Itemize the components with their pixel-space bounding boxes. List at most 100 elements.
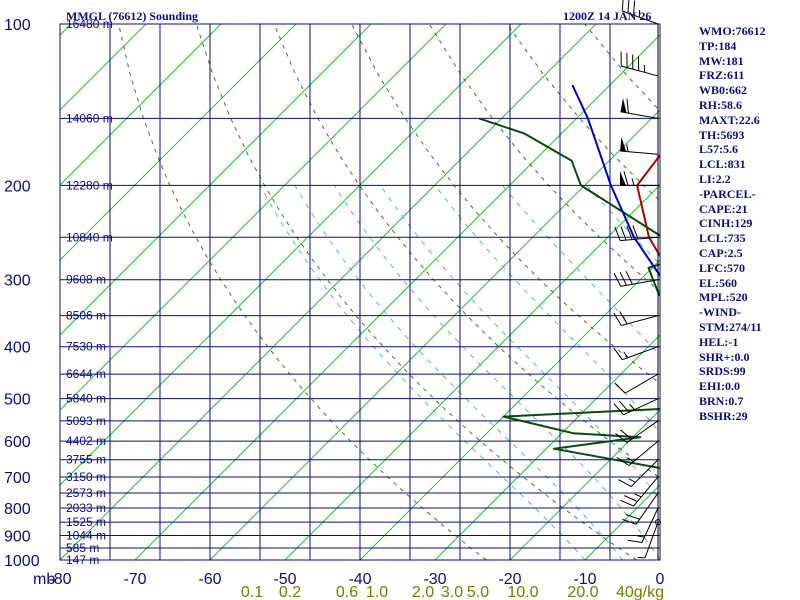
height-label: 3755 m bbox=[66, 453, 106, 467]
stability-indices: WMO:76612 TP:184 MW:181 FRZ:611 WB0:662 RH:58… bbox=[699, 24, 766, 424]
dry-adiabat-line bbox=[584, 24, 660, 112]
index-item: STM:274/11 bbox=[699, 319, 762, 334]
height-label: 8506 m bbox=[66, 309, 106, 323]
temperature-tick-label: -80 bbox=[48, 571, 71, 588]
barb-shaft bbox=[620, 150, 659, 155]
temperature-tick-label: -60 bbox=[198, 571, 221, 588]
index-item: EL:560 bbox=[699, 275, 738, 290]
barb-flag bbox=[620, 429, 633, 440]
barb-flag bbox=[632, 225, 639, 240]
pressure-tick-label: 400 bbox=[4, 340, 31, 357]
barb-flag bbox=[622, 518, 637, 525]
height-label: 2573 m bbox=[66, 486, 106, 500]
isotherm-line bbox=[434, 334, 660, 560]
index-item: WB0:662 bbox=[699, 83, 747, 98]
moist-adiabat-line bbox=[434, 185, 660, 434]
pressure-tick-label: 100 bbox=[4, 17, 31, 34]
barb-shaft bbox=[628, 440, 659, 466]
isotherm-line bbox=[359, 259, 660, 560]
index-item: FRZ:611 bbox=[699, 68, 745, 83]
index-item: MAXT:22.6 bbox=[699, 112, 760, 127]
barb-half bbox=[631, 178, 635, 186]
barb-shaft bbox=[623, 398, 659, 416]
barb-shaft bbox=[622, 346, 659, 361]
barb-flag bbox=[626, 98, 629, 114]
barb-flag bbox=[621, 0, 624, 12]
mixing-ratio-label: 0.6 bbox=[336, 584, 358, 600]
height-label: 5840 m bbox=[66, 392, 106, 406]
barb-shaft bbox=[644, 521, 659, 559]
isotherm-line bbox=[60, 24, 597, 560]
barb-shaft bbox=[620, 236, 659, 242]
isotherm-line bbox=[509, 409, 660, 560]
mixing-ratio-label: 1.0 bbox=[366, 584, 388, 600]
isotherm-line bbox=[209, 109, 660, 560]
barb-shaft bbox=[630, 459, 659, 487]
wind-barb bbox=[615, 420, 659, 444]
height-label: 14060 m bbox=[66, 111, 113, 125]
pressure-tick-label: 900 bbox=[4, 528, 31, 545]
wind-barb bbox=[613, 311, 659, 326]
pressure-tick-label: 500 bbox=[4, 392, 31, 409]
index-item: RH:58.6 bbox=[699, 97, 742, 112]
station-marker bbox=[655, 519, 661, 526]
barb-flag bbox=[619, 311, 628, 325]
barb-half bbox=[626, 144, 629, 152]
barb-shaft bbox=[633, 476, 659, 507]
wind-barb bbox=[620, 171, 658, 186]
index-item: CAPE:21 bbox=[699, 201, 748, 216]
wind-barb bbox=[622, 492, 659, 525]
wind-barb bbox=[620, 476, 659, 507]
barb-flag bbox=[613, 347, 623, 360]
barb-half bbox=[628, 478, 636, 483]
pressure-tick-label: 200 bbox=[4, 178, 31, 195]
wind-barb bbox=[613, 346, 659, 361]
temperature-tick-label: -50 bbox=[273, 571, 296, 588]
index-item: MPL:520 bbox=[699, 290, 748, 305]
barb-flag bbox=[613, 403, 624, 416]
barb-shaft bbox=[624, 373, 659, 394]
index-item: LCL:831 bbox=[699, 157, 746, 172]
index-item: -PARCEL- bbox=[699, 186, 756, 201]
index-item: BRN:0.7 bbox=[699, 393, 744, 408]
wind-barb bbox=[621, 0, 659, 25]
index-item: MW:181 bbox=[699, 53, 744, 68]
chart-title: MMGL (76612) Sounding bbox=[66, 9, 199, 23]
barb-shaft bbox=[621, 65, 659, 77]
isotherm-line bbox=[584, 484, 660, 560]
barb-half bbox=[623, 351, 629, 358]
barb-half bbox=[634, 493, 642, 498]
barb-pennant bbox=[620, 97, 627, 113]
moist-adiabat-line bbox=[294, 185, 623, 560]
index-item: SHR+:0.0 bbox=[699, 349, 750, 364]
barb-shaft bbox=[626, 420, 659, 444]
height-label: 10840 m bbox=[66, 230, 113, 244]
parcel-trace bbox=[571, 84, 660, 278]
temperature-tick-label: -30 bbox=[423, 571, 446, 588]
index-item: CAP:2.5 bbox=[699, 245, 743, 260]
index-item: LFC:570 bbox=[699, 260, 745, 275]
wind-barb bbox=[637, 521, 659, 559]
barb-shaft bbox=[621, 315, 659, 326]
height-label: 16480 m bbox=[66, 17, 113, 31]
index-item: HEL:-1 bbox=[699, 334, 739, 349]
height-label: 6644 m bbox=[66, 367, 106, 381]
barb-flag bbox=[625, 270, 633, 285]
valid-time: 1200Z 14 JAN 26 bbox=[563, 9, 652, 23]
pressure-tick-label: 300 bbox=[4, 273, 31, 290]
barb-half bbox=[637, 535, 645, 538]
isotherms bbox=[60, 24, 660, 560]
temperature-tick-label: -20 bbox=[498, 571, 521, 588]
wind-barb bbox=[620, 137, 659, 155]
height-label: 7530 m bbox=[66, 340, 106, 354]
dry-adiabat-line bbox=[195, 24, 637, 560]
pressure-tick-label: 600 bbox=[4, 434, 31, 451]
wind-barb bbox=[614, 225, 659, 242]
mixing-ratio-label: 3.0 bbox=[441, 584, 463, 600]
barb-flag bbox=[626, 225, 633, 240]
index-item: BSHR:29 bbox=[699, 408, 748, 423]
moist-adiabat-line bbox=[585, 185, 660, 266]
isotherm-line bbox=[60, 24, 447, 411]
height-label: 4402 m bbox=[66, 434, 106, 448]
barb-half bbox=[627, 457, 634, 463]
